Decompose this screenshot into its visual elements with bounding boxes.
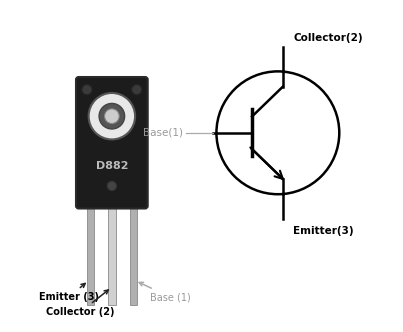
Circle shape <box>99 104 125 129</box>
Text: Collector (2): Collector (2) <box>46 290 114 317</box>
Circle shape <box>104 109 119 124</box>
Text: Base (1): Base (1) <box>139 282 191 302</box>
Circle shape <box>131 84 142 95</box>
Circle shape <box>107 181 116 191</box>
Bar <box>130 206 137 305</box>
Circle shape <box>89 93 135 139</box>
Circle shape <box>216 71 339 194</box>
Text: Emitter(3): Emitter(3) <box>293 226 354 236</box>
FancyBboxPatch shape <box>76 77 148 208</box>
Circle shape <box>82 84 92 95</box>
Text: D882: D882 <box>96 161 128 171</box>
Text: Collector(2): Collector(2) <box>293 33 363 42</box>
Bar <box>87 206 94 305</box>
Bar <box>108 206 116 305</box>
Text: Base(1): Base(1) <box>143 128 183 138</box>
Text: Emitter (3): Emitter (3) <box>39 284 99 302</box>
